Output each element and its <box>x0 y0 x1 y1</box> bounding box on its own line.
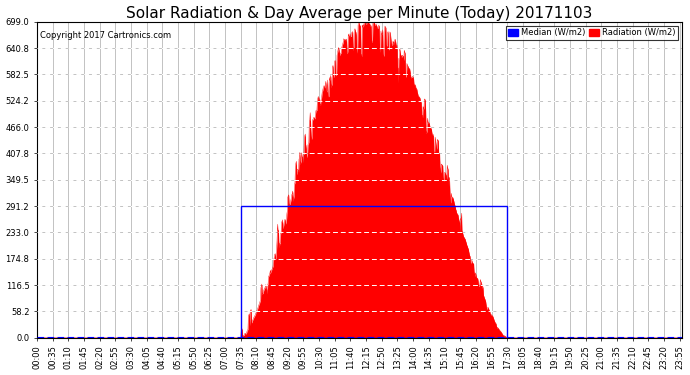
Legend: Median (W/m2), Radiation (W/m2): Median (W/m2), Radiation (W/m2) <box>506 26 678 40</box>
Title: Solar Radiation & Day Average per Minute (Today) 20171103: Solar Radiation & Day Average per Minute… <box>126 6 593 21</box>
Bar <box>241 206 507 338</box>
Text: Copyright 2017 Cartronics.com: Copyright 2017 Cartronics.com <box>40 31 171 40</box>
